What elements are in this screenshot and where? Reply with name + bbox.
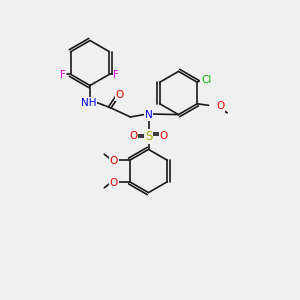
Text: O: O xyxy=(159,131,168,141)
Text: N: N xyxy=(145,110,152,120)
Text: O: O xyxy=(129,131,138,141)
Text: F: F xyxy=(60,70,66,80)
Text: O: O xyxy=(110,178,118,188)
Text: NH: NH xyxy=(81,98,96,108)
Text: F: F xyxy=(113,70,119,80)
Text: S: S xyxy=(145,130,152,143)
Text: O: O xyxy=(216,101,224,111)
Text: O: O xyxy=(110,156,118,166)
Text: O: O xyxy=(116,91,124,100)
Text: Cl: Cl xyxy=(201,75,211,85)
